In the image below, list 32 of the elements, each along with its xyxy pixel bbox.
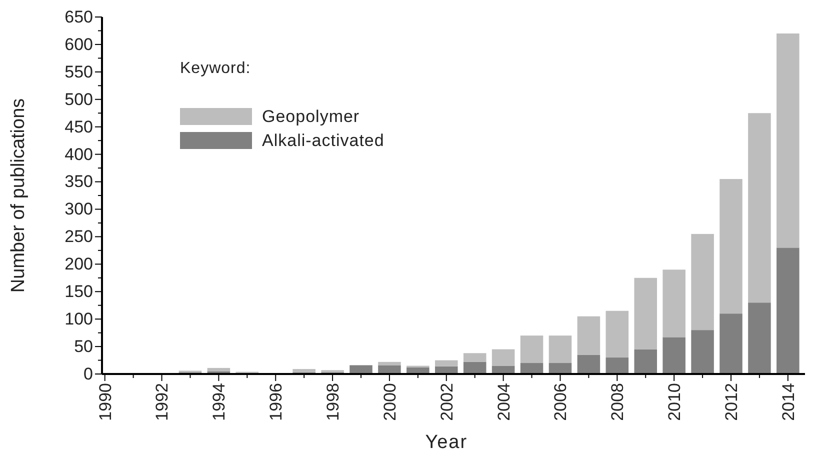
y-tick-label: 150 (64, 282, 93, 302)
x-tick-label: 1996 (266, 383, 286, 421)
x-tick-label: 1992 (152, 383, 172, 421)
x-tick-label: 1990 (96, 383, 115, 421)
y-tick-label: 200 (64, 254, 93, 274)
x-tick-label: 2006 (551, 383, 570, 421)
legend-label: Geopolymer (262, 107, 360, 126)
y-tick-label: 550 (64, 62, 93, 82)
y-tick-label: 650 (64, 7, 93, 26)
x-axis-title: Year (425, 432, 468, 453)
x-tick-label: 2008 (608, 383, 628, 421)
legend-label: Alkali-activated (262, 131, 384, 150)
y-tick-label: 250 (64, 227, 93, 246)
x-tick-label: 2002 (437, 383, 456, 421)
x-tick-label: 1998 (323, 383, 342, 421)
y-axis-title: Number of publications (8, 98, 29, 293)
y-tick-label: 350 (64, 172, 93, 192)
x-tick-label: 2014 (778, 383, 798, 421)
x-tick-label: 2004 (494, 383, 514, 421)
x-tick-label: 2000 (380, 383, 400, 421)
x-tick-label: 1994 (210, 383, 229, 421)
y-tick-label: 300 (64, 200, 93, 219)
y-tick-label: 500 (64, 90, 93, 109)
y-tick-label: 450 (64, 117, 93, 136)
y-tick-label: 600 (64, 34, 93, 54)
y-tick-label: 0 (84, 364, 93, 384)
y-tick-label: 50 (74, 336, 93, 356)
y-tick-label: 100 (64, 310, 93, 329)
legend-title: Keyword: (180, 60, 251, 77)
y-tick-label: 400 (64, 144, 93, 164)
x-tick-label: 2010 (665, 383, 684, 421)
x-tick-label: 2012 (722, 383, 741, 421)
